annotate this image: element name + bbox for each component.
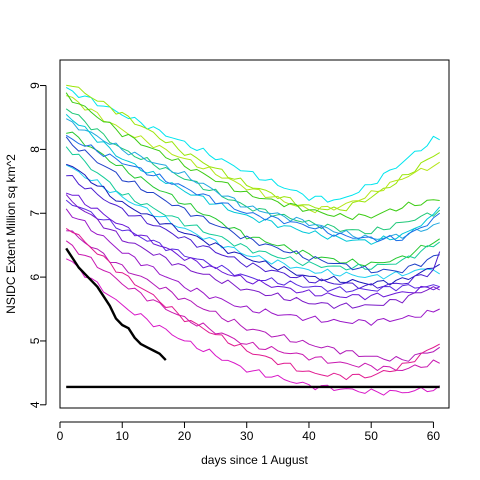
series-line (66, 84, 440, 212)
x-tick-label: 20 (178, 429, 192, 443)
series-line (65, 86, 440, 203)
series-line (65, 134, 440, 243)
y-tick-label: 4 (28, 401, 42, 408)
series-line (66, 192, 440, 301)
series-line (66, 175, 441, 290)
series-line (65, 208, 440, 326)
series-line (65, 258, 441, 396)
x-axis-title: days since 1 August (201, 453, 308, 467)
plot-frame (59, 59, 450, 409)
y-tick-label: 5 (28, 337, 42, 344)
series-line (65, 194, 440, 309)
series-line (66, 131, 440, 267)
x-tick-label: 40 (302, 429, 316, 443)
x-tick-label: 60 (427, 429, 441, 443)
series-line (65, 164, 440, 280)
series-line (65, 199, 440, 293)
y-tick-label: 9 (28, 82, 42, 89)
series-line (65, 146, 440, 271)
y-tick-label: 6 (28, 273, 42, 280)
series-line (65, 92, 440, 220)
y-tick-label: 8 (28, 146, 42, 153)
series-line (65, 247, 167, 361)
x-tick-label: 50 (365, 429, 379, 443)
x-axis: 0 10 20 30 40 50 60 (57, 421, 441, 443)
series-line (65, 240, 440, 371)
series-layer (65, 84, 441, 396)
series-line (65, 108, 441, 235)
series-line (65, 227, 440, 381)
x-tick-label: 0 (57, 429, 64, 443)
series-line (65, 136, 440, 274)
y-tick-label: 7 (28, 210, 42, 217)
series-line (66, 230, 440, 362)
x-tick-label: 30 (240, 429, 254, 443)
y-axis: 4 5 6 7 8 9 (28, 82, 47, 408)
y-axis-title: NSIDC Extent Million sq km^2 (4, 154, 18, 314)
series-line (65, 118, 440, 240)
x-tick-label: 10 (116, 429, 130, 443)
series-line (66, 163, 440, 286)
